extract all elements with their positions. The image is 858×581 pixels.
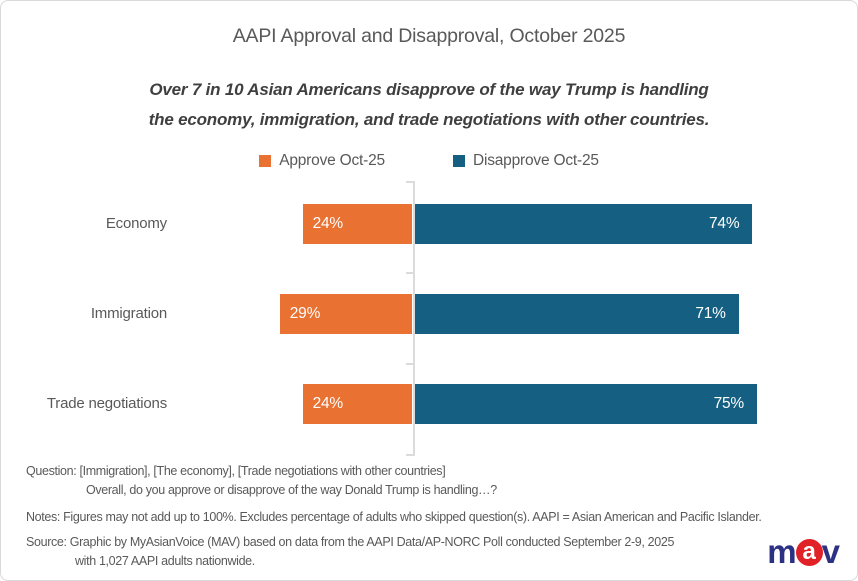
legend: Approve Oct-25 Disapprove Oct-25 bbox=[1, 152, 857, 170]
bar-row-trade-negotiations: Trade negotiations 24% 75% bbox=[1, 384, 857, 424]
category-label-trade-negotiations: Trade negotiations bbox=[46, 395, 167, 412]
approve-value-economy: 24% bbox=[312, 215, 344, 232]
approve-bar-trade-negotiations: 24% bbox=[302, 384, 412, 424]
source-line-1: Source: Graphic by MyAsianVoice (MAV) ba… bbox=[26, 535, 675, 549]
approve-bar-immigration: 29% bbox=[279, 294, 412, 334]
source-line-2: with 1,027 AAPI adults nationwide. bbox=[75, 554, 255, 568]
axis-tick bbox=[406, 181, 414, 183]
approve-swatch-icon bbox=[259, 155, 272, 167]
subtitle-line-1: Over 7 in 10 Asian Americans disapprove … bbox=[149, 80, 709, 99]
axis-zero-line bbox=[413, 181, 415, 456]
logo-letter-m: m bbox=[767, 533, 797, 570]
chart-title: AAPI Approval and Disapproval, October 2… bbox=[232, 25, 626, 47]
legend-label-approve: Approve Oct-25 bbox=[279, 152, 385, 169]
question-block: Question: [Immigration], [The economy], … bbox=[26, 462, 846, 500]
disapprove-bar-immigration: 71% bbox=[415, 294, 739, 334]
subtitle-line-2: the economy, immigration, and trade nego… bbox=[148, 110, 710, 129]
logo-letter-a: a bbox=[802, 538, 816, 565]
category-label-economy: Economy bbox=[105, 215, 167, 232]
approve-bar-economy: 24% bbox=[302, 204, 412, 244]
axis-tick bbox=[406, 363, 414, 365]
notes-line: Notes: Figures may not add up to 100%. E… bbox=[26, 510, 762, 524]
logo-red-circle-icon: a bbox=[795, 538, 823, 566]
bar-row-immigration: Immigration 29% 71% bbox=[1, 294, 857, 334]
disapprove-value-trade-negotiations: 75% bbox=[713, 395, 745, 412]
mav-logo: m a v bbox=[767, 533, 840, 570]
category-label-immigration: Immigration bbox=[90, 305, 167, 322]
disapprove-value-immigration: 71% bbox=[695, 305, 726, 322]
axis-tick bbox=[406, 454, 414, 456]
bar-row-economy: Economy 24% 74% bbox=[1, 204, 857, 244]
axis-tick bbox=[406, 272, 414, 274]
legend-label-disapprove: Disapprove Oct-25 bbox=[472, 152, 599, 169]
source-block: Source: Graphic by MyAsianVoice (MAV) ba… bbox=[26, 533, 846, 571]
disapprove-bar-economy: 74% bbox=[415, 204, 753, 244]
legend-item-disapprove: Disapprove Oct-25 bbox=[452, 152, 599, 170]
disapprove-bar-trade-negotiations: 75% bbox=[415, 384, 757, 424]
approve-value-trade-negotiations: 24% bbox=[312, 395, 344, 412]
approve-value-immigration: 29% bbox=[289, 305, 321, 322]
disapprove-value-economy: 74% bbox=[709, 215, 740, 232]
chart-subtitle: Over 7 in 10 Asian Americans disapprove … bbox=[1, 75, 857, 135]
footnotes: Question: [Immigration], [The economy], … bbox=[26, 462, 846, 571]
legend-item-approve: Approve Oct-25 bbox=[259, 152, 385, 170]
bar-chart: Economy 24% 74% Immigration 29% 71% Trad… bbox=[1, 181, 857, 456]
question-line-2: Overall, do you approve or disapprove of… bbox=[86, 483, 497, 497]
question-line-1: Question: [Immigration], [The economy], … bbox=[26, 464, 446, 478]
logo-letter-v: v bbox=[821, 533, 840, 570]
disapprove-swatch-icon bbox=[452, 155, 465, 167]
